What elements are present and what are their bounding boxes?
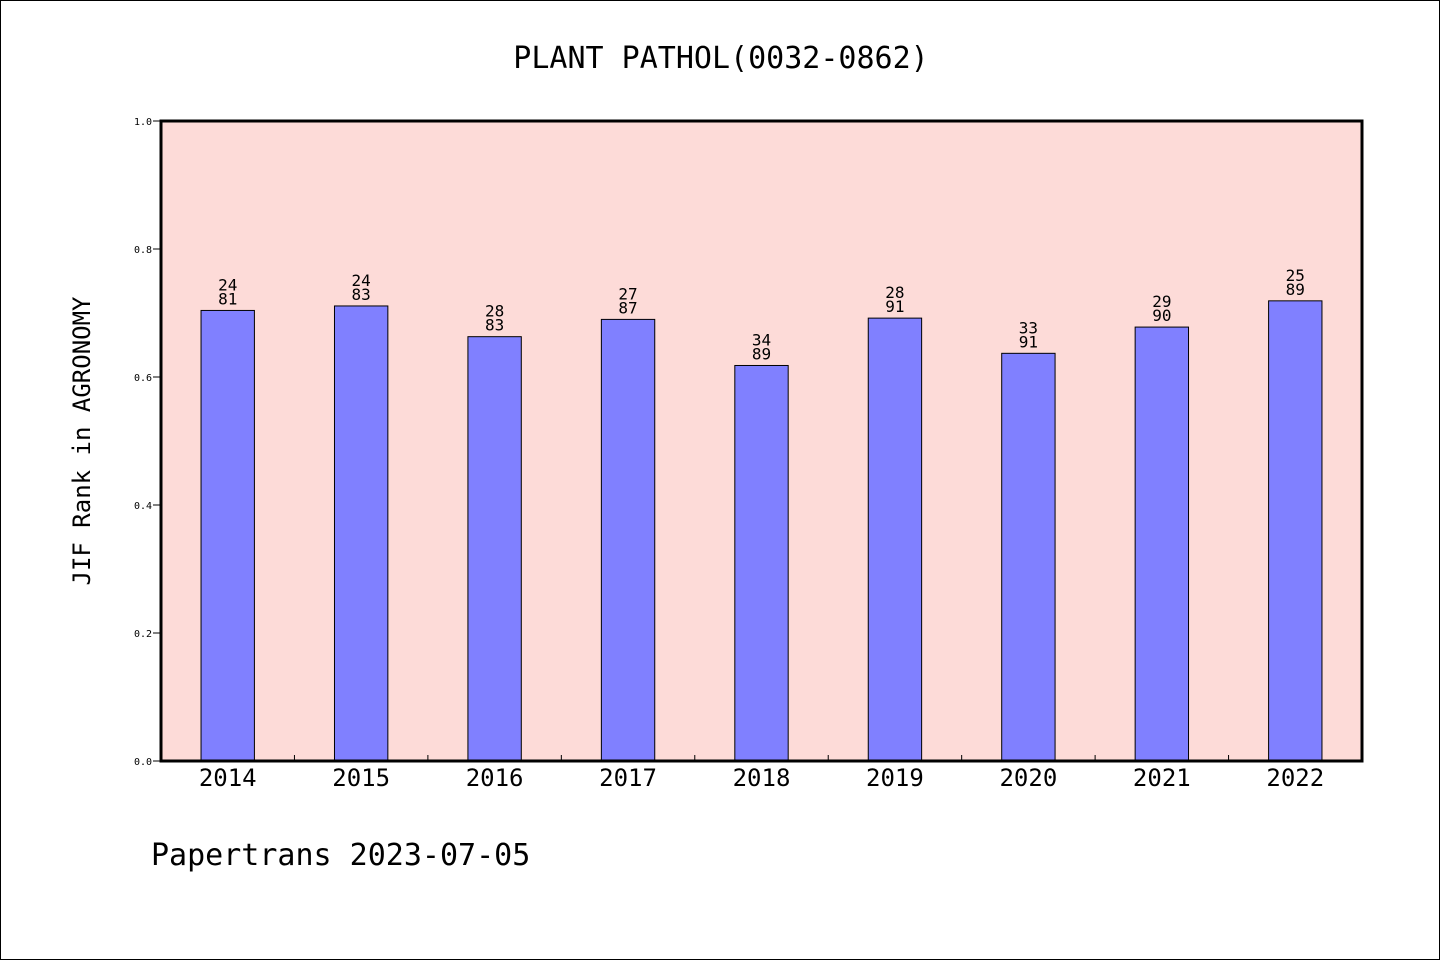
- x-tick-label: 2019: [866, 764, 924, 792]
- bar-2019: [867, 317, 923, 762]
- rank-label: 29: [1152, 292, 1171, 311]
- x-tick-label: 2022: [1266, 764, 1324, 792]
- total-label: 83: [485, 316, 504, 335]
- bar-2014: [200, 309, 255, 762]
- rank-label: 28: [885, 283, 904, 302]
- plot-border: [159, 119, 1364, 763]
- x-tick-label: 2015: [332, 764, 390, 792]
- x-axis-ticks: 2014 2015 2016 2017 2018 2019 2020 2021 2022: [199, 755, 1324, 792]
- rank-label: 34: [752, 330, 771, 349]
- x-tick-label: 2014: [199, 764, 257, 792]
- rank-label: 28: [485, 302, 504, 321]
- footer-text: Papertrans 2023-07-05: [151, 838, 530, 873]
- rank-label: 33: [1019, 318, 1038, 337]
- chart-title: PLANT PATHOL(0032-0862): [513, 41, 928, 76]
- rank-label: 27: [618, 284, 637, 303]
- y-axis-label: JIF Rank in AGRONOMY: [68, 296, 96, 586]
- total-label: 89: [1286, 280, 1305, 299]
- x-tick-label: 2020: [999, 764, 1057, 792]
- bars-group: [200, 300, 1323, 762]
- x-tick-label: 2018: [733, 764, 791, 792]
- x-tick-label: 2021: [1133, 764, 1191, 792]
- bar-2021: [1134, 326, 1190, 762]
- y-tick-label: 0.6: [134, 373, 152, 384]
- rank-label: 25: [1286, 266, 1305, 285]
- total-label: 87: [618, 298, 637, 317]
- bar-2020: [1001, 352, 1056, 762]
- total-label: 89: [752, 344, 771, 363]
- total-label: 91: [885, 297, 904, 316]
- total-label: 81: [218, 289, 237, 308]
- bar-2016: [467, 336, 522, 762]
- bar-2022: [1268, 300, 1323, 762]
- y-tick-label: 0.2: [134, 629, 152, 640]
- y-tick-label: 0.0: [134, 757, 152, 768]
- x-tick-label: 2016: [466, 764, 524, 792]
- bar-2017: [600, 318, 656, 762]
- x-tick-label: 2017: [599, 764, 657, 792]
- bar-2018: [734, 364, 789, 762]
- bar-2015: [333, 305, 389, 762]
- total-label: 90: [1152, 306, 1171, 325]
- total-label: 83: [352, 285, 371, 304]
- y-axis-ticks: 0.0 0.2 0.4 0.6 0.8 1.0: [134, 117, 161, 768]
- total-label: 91: [1019, 332, 1038, 351]
- y-tick-label: 0.4: [134, 501, 152, 512]
- rank-label: 24: [218, 275, 237, 294]
- y-tick-label: 1.0: [134, 117, 152, 128]
- y-tick-label: 0.8: [134, 245, 152, 256]
- rank-label: 24: [352, 271, 371, 290]
